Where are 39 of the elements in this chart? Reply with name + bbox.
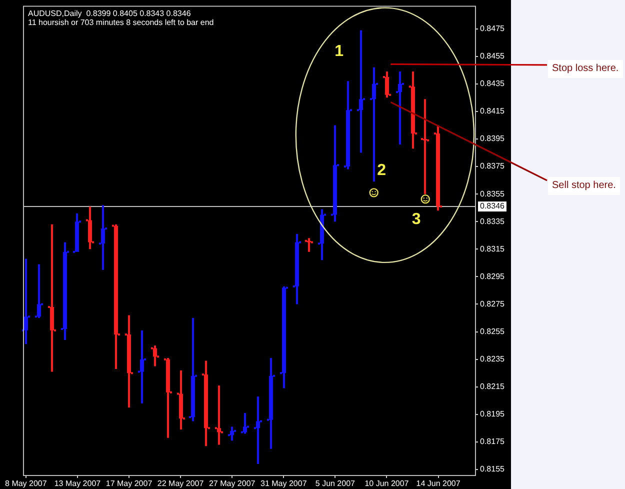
annotation: 2 xyxy=(377,162,386,180)
candlestick xyxy=(305,238,313,252)
x-tick-label: 22 May 2007 xyxy=(157,479,204,488)
y-tick-label: 0.8215 xyxy=(480,382,506,392)
y-tick-label: 0.8255 xyxy=(480,326,506,336)
x-tick-label: 17 May 2007 xyxy=(106,479,153,488)
y-tick-label: 0.8355 xyxy=(480,189,506,198)
y-tick-label: 0.8275 xyxy=(480,299,506,308)
y-tick-label: 0.8375 xyxy=(480,162,506,171)
y-tick-label: 0.8475 xyxy=(480,24,506,34)
y-tick-label: 0.8195 xyxy=(480,410,506,419)
x-tick-label: 13 May 2007 xyxy=(54,479,102,488)
candlestick xyxy=(357,30,365,153)
text: Stop loss here. xyxy=(548,60,623,78)
x-tick-label: 14 Jun 2007 xyxy=(416,479,461,488)
candlestick xyxy=(421,99,429,194)
y-tick-label: 0.8295 xyxy=(480,272,506,281)
y-tick-label: 0.8335 xyxy=(480,216,506,226)
x-tick-label: 10 Jun 2007 xyxy=(364,479,410,488)
text: Sell stop here. xyxy=(548,177,620,196)
y-tick-label: 0.8155 xyxy=(480,464,506,474)
y-tick-label: 0.8175 xyxy=(480,437,506,446)
chart-title: AUDUSD,Daily 0.8399 0.8405 0.8343 0.8346 xyxy=(28,9,192,18)
x-tick-label: 8 May 2007 xyxy=(5,479,48,488)
x-tick-label: 31 May 2007 xyxy=(260,479,308,488)
y-tick-label: 0.8455 xyxy=(480,52,506,61)
y-tick-label: 0.8395 xyxy=(480,134,506,144)
x-tick-label: 5 Jun 2007 xyxy=(315,479,356,488)
annotation: 3 xyxy=(412,210,421,228)
y-tick-label: 0.8235 xyxy=(480,354,506,364)
y-tick-label: 0.8435 xyxy=(480,79,506,88)
y-tick-label: 0.8415 xyxy=(480,106,506,116)
x-tick-label: 27 May 2007 xyxy=(208,479,256,488)
text: 11 hoursish or 703 minutes 8 seconds left to bar end xyxy=(28,18,214,28)
candlestick xyxy=(215,385,223,445)
candlestick xyxy=(254,396,262,464)
ref-line-label: 0.8346 xyxy=(480,202,506,211)
annotation: 1 xyxy=(334,42,344,60)
y-tick-label: 0.8315 xyxy=(480,244,506,254)
